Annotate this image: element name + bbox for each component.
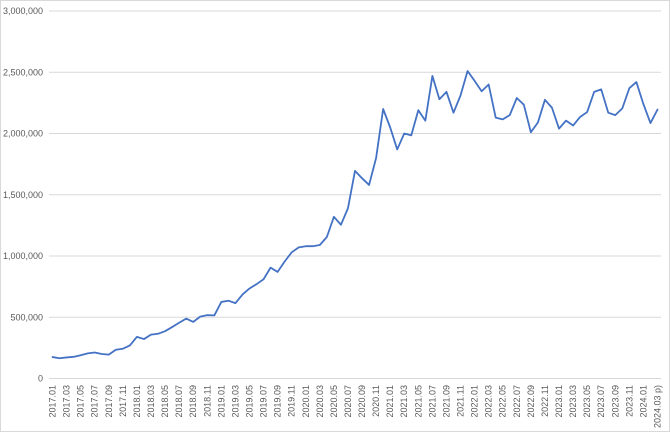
x-axis-tick-labels: 2017.01 2017.03 2017.05 2017.07 2017.09 2017.… [48, 385, 663, 428]
y-axis-tick-label: 1,500,000 [3, 190, 43, 200]
x-axis-tick-label: 2019.01 [216, 385, 226, 418]
x-axis-tick-label: 2020.03 [315, 385, 325, 418]
x-axis-tick-label: 2017.09 [104, 385, 114, 418]
x-axis-tick-label: 2017.01 [48, 385, 58, 418]
x-axis-tick-label: 2021.11 [456, 385, 466, 417]
x-axis-tick-label: 2023.09 [610, 385, 620, 418]
x-axis-tick-label: 2023.01 [554, 385, 564, 418]
x-axis-tick-label: 2018.09 [188, 385, 198, 418]
x-axis-tick-label: 2019.03 [230, 385, 240, 418]
x-axis-tick-label: 2020.11 [371, 385, 381, 417]
x-axis-tick-label: 2021.01 [385, 385, 395, 418]
x-axis-tick-label: 2022.07 [512, 385, 522, 418]
x-axis-tick-label: 2020.09 [357, 385, 367, 418]
x-axis-tick-label: 2018.11 [202, 385, 212, 417]
y-axis-tick-label: 500,000 [10, 312, 43, 322]
x-axis-tick-label: 2017.07 [90, 385, 100, 418]
data-series-line [51, 70, 659, 360]
x-axis-tick-label: 2023.05 [582, 385, 592, 418]
x-axis-tick-label: 2023.07 [596, 385, 606, 418]
y-axis-tick-labels: 0 500,000 1,000,000 1,500,000 2,000,000 2,500… [3, 6, 43, 384]
y-axis-tick-label: 3,000,000 [3, 6, 43, 16]
x-axis-tick-label: 2022.01 [470, 385, 480, 418]
x-axis-tick-label: 2021.09 [441, 385, 451, 418]
y-axis-tick-label: 0 [38, 374, 43, 384]
x-axis-tick-label: 2022.09 [526, 385, 536, 418]
x-axis-tick-label: 2018.05 [160, 385, 170, 418]
y-axis-tick-label: 1,000,000 [3, 251, 43, 261]
x-axis-tick-label: 2024.03 p) [652, 385, 662, 428]
x-axis-tick-label: 2020.01 [301, 385, 311, 418]
x-axis-tick-label: 2019.07 [259, 385, 269, 418]
x-axis-tick-label: 2019.05 [244, 385, 254, 418]
x-axis-tick-label: 2019.09 [273, 385, 283, 418]
x-axis-tick-label: 2018.07 [174, 385, 184, 418]
x-axis-tick-label: 2018.01 [132, 385, 142, 418]
x-axis-tick-label: 2018.03 [146, 385, 156, 418]
y-axis-tick-label: 2,500,000 [3, 67, 43, 77]
x-axis-tick-label: 2022.11 [540, 385, 550, 417]
x-axis-tick-label: 2023.11 [624, 385, 634, 417]
x-axis-tick-label: 2022.05 [498, 385, 508, 418]
x-axis-tick-label: 2017.11 [118, 385, 128, 417]
y-axis-tick-label: 2,000,000 [3, 129, 43, 139]
x-axis-tick-label: 2017.03 [62, 385, 72, 418]
x-axis-tick-label: 2019.11 [287, 385, 297, 417]
x-axis-tick-label: 2020.05 [329, 385, 339, 418]
x-axis-tick-label: 2017.05 [76, 385, 86, 418]
x-axis-tick-label: 2021.05 [413, 385, 423, 418]
x-axis-tick-label: 2024.01 [638, 385, 648, 418]
x-axis-tick-label: 2022.03 [484, 385, 494, 418]
x-axis-tick-label: 2021.07 [427, 385, 437, 418]
x-axis-tick-label: 2021.03 [399, 385, 409, 418]
gridlines [49, 10, 661, 379]
x-axis-tick-label: 2020.07 [343, 385, 353, 418]
x-axis-tick-label: 2023.03 [568, 385, 578, 418]
